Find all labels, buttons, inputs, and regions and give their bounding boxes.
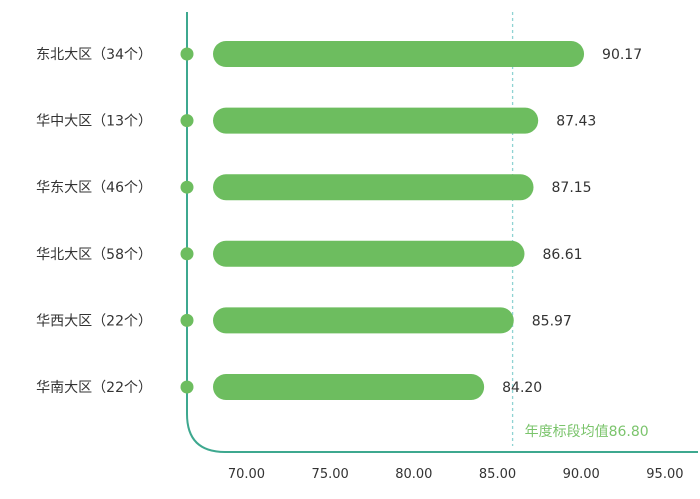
category-dot bbox=[180, 380, 194, 394]
value-label: 84.20 bbox=[502, 380, 542, 396]
category-dot bbox=[180, 313, 194, 327]
category-dot bbox=[180, 247, 194, 261]
x-tick-label: 90.00 bbox=[563, 467, 600, 482]
category-label: 华北大区（58个） bbox=[36, 247, 152, 263]
average-line-layer: 年度标段均值86.80 bbox=[511, 12, 649, 446]
value-label: 87.43 bbox=[556, 114, 596, 130]
category-label: 华南大区（22个） bbox=[36, 380, 152, 396]
bar bbox=[213, 240, 525, 267]
value-label: 87.15 bbox=[552, 180, 592, 196]
x-tick-label: 85.00 bbox=[479, 467, 516, 482]
value-label: 85.97 bbox=[532, 313, 572, 329]
category-dot bbox=[180, 180, 194, 194]
value-label: 90.17 bbox=[602, 47, 642, 63]
axis-layer: 70.00 75.00 80.00 85.00 90.00 95.00 bbox=[180, 12, 698, 482]
bar bbox=[213, 41, 585, 67]
category-label: 华西大区（22个） bbox=[36, 313, 152, 329]
average-line-label: 年度标段均值86.80 bbox=[525, 424, 649, 440]
category-dot bbox=[180, 47, 194, 61]
bar bbox=[213, 174, 534, 201]
bar bbox=[213, 107, 539, 134]
x-tick-label: 70.00 bbox=[228, 467, 265, 482]
x-tick-label: 75.00 bbox=[312, 467, 349, 482]
x-tick-label: 95.00 bbox=[646, 467, 683, 482]
bars-layer bbox=[213, 41, 585, 400]
category-dot bbox=[180, 114, 194, 128]
x-tick-label: 80.00 bbox=[395, 467, 432, 482]
category-label: 华东大区（46个） bbox=[36, 180, 152, 196]
category-label: 华中大区（13个） bbox=[36, 114, 152, 130]
labels-layer: 东北大区（34个） 90.17 华中大区（13个） 87.43 华东大区（46个） 87.… bbox=[36, 47, 642, 396]
value-label: 86.61 bbox=[542, 247, 582, 263]
bar bbox=[213, 307, 514, 334]
category-label: 东北大区（34个） bbox=[36, 47, 152, 63]
axis-line bbox=[186, 12, 698, 453]
bar bbox=[213, 374, 485, 400]
